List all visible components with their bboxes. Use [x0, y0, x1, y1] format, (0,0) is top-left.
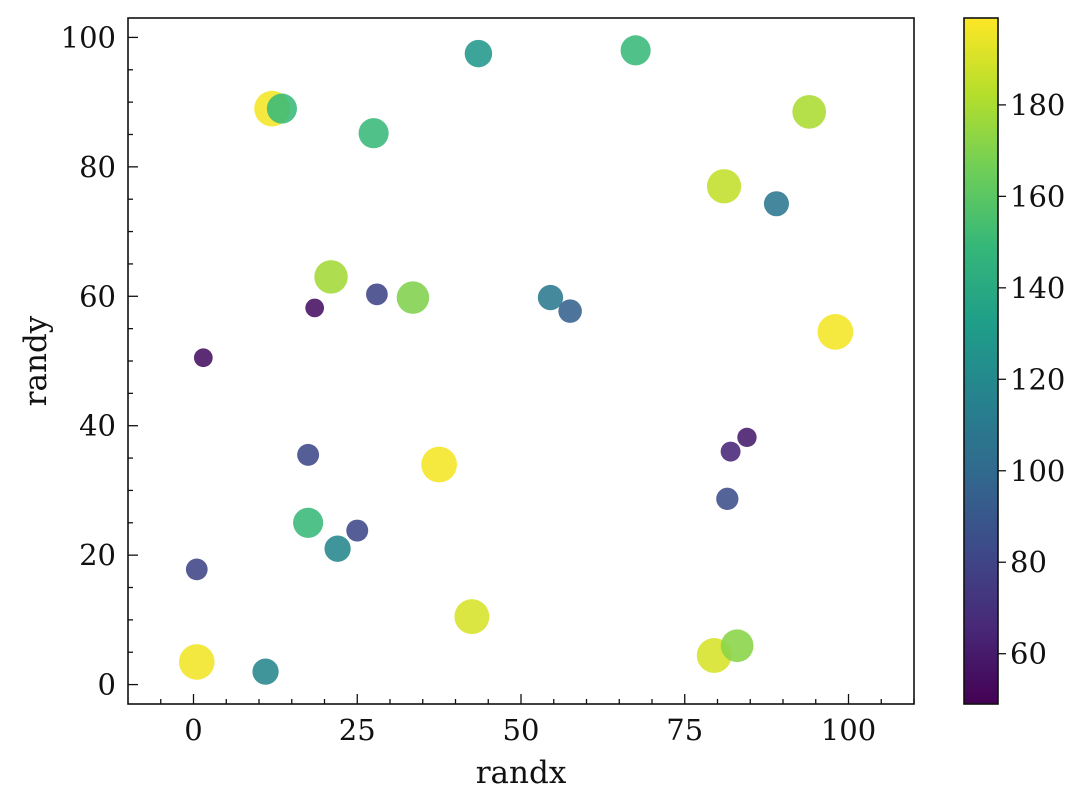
y-tick-label: 40: [79, 409, 116, 443]
x-axis-ticks: 0 25 50 75 100: [160, 694, 915, 747]
colorbar-tick-label: 160: [1010, 179, 1065, 213]
scatter-point: [763, 191, 789, 217]
scatter-point: [720, 441, 741, 462]
scatter-point: [346, 519, 369, 542]
x-tick-label: 0: [184, 713, 202, 747]
colorbar-tick-label: 120: [1010, 362, 1065, 396]
colorbar: [963, 17, 999, 705]
colorbar-tick-label: 100: [1010, 454, 1065, 488]
x-tick-label: 100: [821, 713, 876, 747]
colorbar-tick-label: 180: [1010, 88, 1065, 122]
scatter-point: [620, 35, 651, 66]
scatter-point: [454, 599, 490, 635]
scatter-point: [792, 94, 827, 129]
y-tick-label: 80: [79, 150, 116, 184]
scatter-point: [558, 299, 582, 323]
scatter-point: [305, 298, 325, 318]
scatter-point: [293, 507, 324, 538]
scatter-point: [817, 313, 854, 350]
y-tick-label: 0: [98, 668, 116, 702]
y-axis-label: randy: [18, 315, 54, 406]
colorbar-ticks: 60 80 100 120 140 160 180: [998, 88, 1065, 671]
scatter-point: [324, 535, 351, 562]
scatter-point: [178, 644, 215, 680]
data-points: [178, 35, 854, 685]
y-axis-ticks: 0 20 40 60 80 100: [61, 20, 138, 702]
scatter-point: [266, 93, 297, 124]
scatter-point: [706, 169, 742, 204]
scatter-point: [464, 39, 493, 68]
scatter-point: [185, 558, 208, 581]
scatter-point: [358, 118, 389, 149]
colorbar-tick-label: 60: [1010, 637, 1047, 671]
y-tick-label: 100: [61, 20, 116, 54]
scatter-point: [366, 283, 388, 306]
colorbar-tick-label: 80: [1010, 545, 1047, 579]
scatter-point: [421, 446, 458, 483]
x-tick-label: 75: [666, 713, 703, 747]
colorbar-tick-label: 140: [1010, 271, 1065, 305]
scatter-point: [737, 427, 757, 448]
scatter-point: [297, 443, 320, 466]
x-tick-label: 50: [503, 713, 540, 747]
y-tick-label: 60: [79, 279, 116, 313]
scatter-point: [396, 281, 430, 314]
x-axis-label: randx: [476, 755, 567, 791]
scatter-point: [537, 284, 564, 311]
y-tick-label: 20: [79, 538, 116, 572]
scatter-point: [716, 487, 739, 511]
scatter-point: [252, 658, 279, 685]
x-tick-label: 25: [339, 713, 376, 747]
scatter-point: [193, 348, 213, 368]
scatter-point: [720, 629, 754, 663]
scatter-point: [314, 260, 348, 294]
